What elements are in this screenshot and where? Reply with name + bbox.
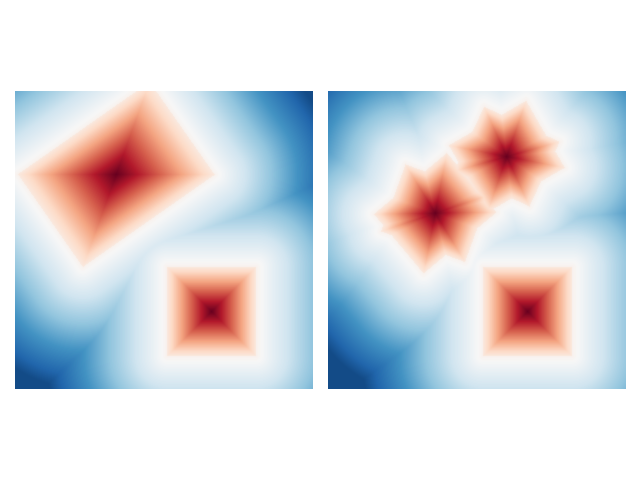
heatmap-panel-right [328,91,626,389]
heatmap-panel-left [15,91,313,389]
heatmap-right-canvas [328,91,626,389]
heatmap-left-canvas [15,91,313,389]
